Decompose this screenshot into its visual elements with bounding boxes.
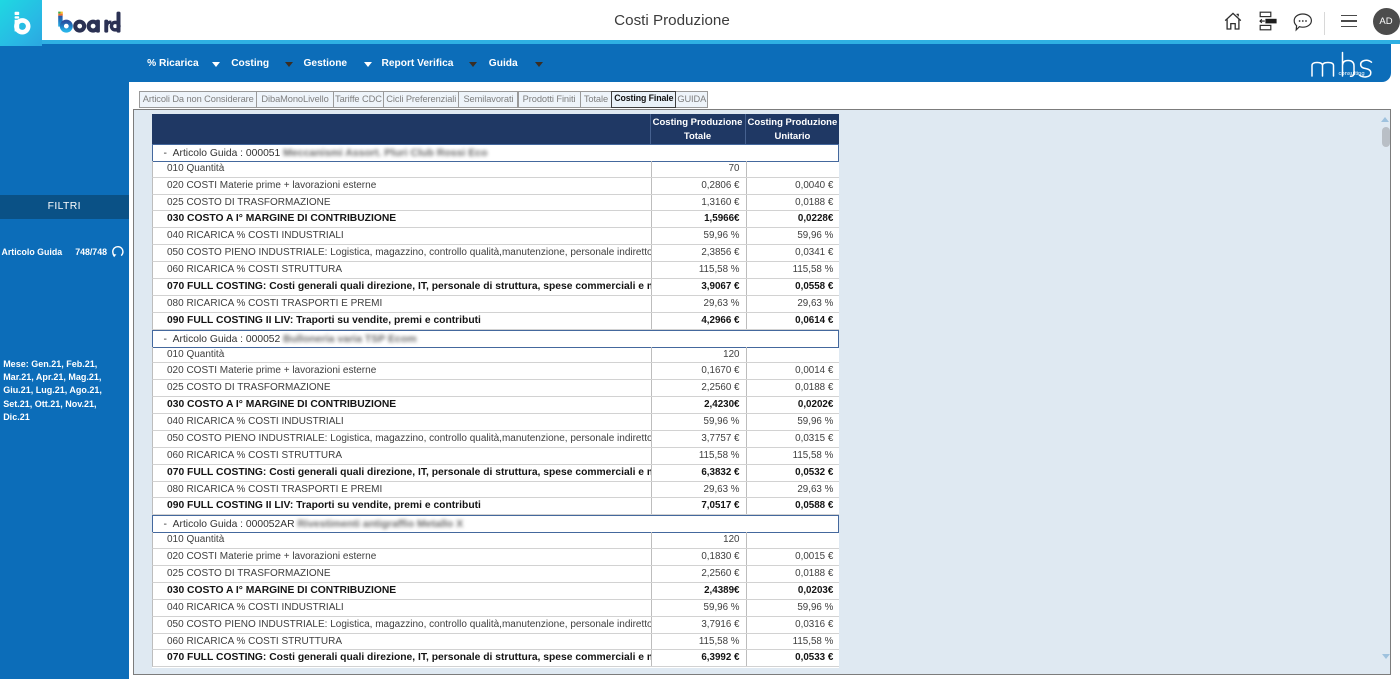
svg-text:consulting: consulting xyxy=(1339,71,1365,77)
